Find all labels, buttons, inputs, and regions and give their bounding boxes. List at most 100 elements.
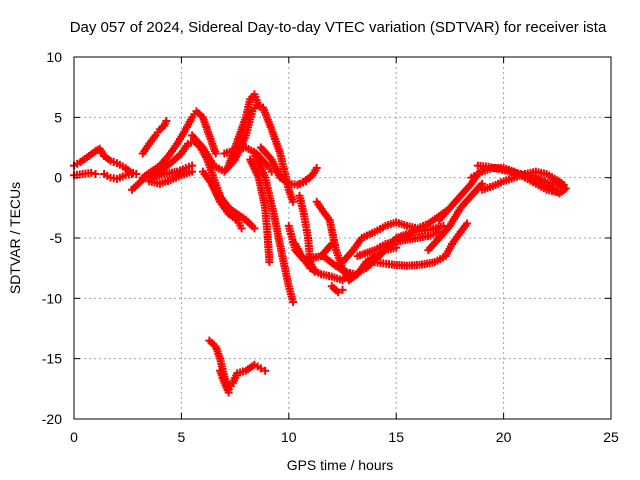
data-point-trail <box>140 169 154 181</box>
data-point-trail <box>200 170 214 186</box>
data-point-trail <box>194 109 205 120</box>
y-tick-label: -10 <box>42 290 62 306</box>
data-point-trail <box>233 144 248 154</box>
data-point <box>463 219 472 228</box>
data-point-trail <box>299 254 313 270</box>
data-point <box>211 149 220 158</box>
data-point-trail <box>292 242 305 258</box>
data-point <box>312 164 321 173</box>
data-point <box>250 224 259 233</box>
data-point-trail <box>309 166 320 177</box>
data-point-trail <box>394 219 409 230</box>
data-point-trail <box>169 172 183 183</box>
data-point-trail <box>158 160 173 174</box>
data-point-trail <box>470 169 484 181</box>
data-point-trail <box>480 183 495 193</box>
data-point-trail <box>330 273 344 284</box>
x-tick-label: 15 <box>388 429 404 445</box>
data-point-trail <box>87 148 98 159</box>
data-point-trail <box>405 222 419 232</box>
data-point-trail <box>491 164 505 173</box>
data-point <box>561 184 570 193</box>
tick-labels: 0 5 10 15 20 25 10 5 0 -5 -10 -15 -20 <box>42 49 619 445</box>
data-point <box>224 388 233 397</box>
data-point <box>91 170 100 179</box>
data-point-trail <box>244 145 258 157</box>
data-point <box>265 258 274 267</box>
plot-frame <box>73 56 612 420</box>
data-point-trail <box>300 212 312 240</box>
data-point-trail <box>263 230 274 264</box>
data-point-trail <box>373 241 387 253</box>
data-point-trail <box>179 142 191 156</box>
data-point-trail <box>480 164 495 175</box>
data-point-trail <box>182 115 195 131</box>
data-point <box>338 285 347 294</box>
data-point-trail <box>329 284 341 295</box>
data-point-trail <box>230 371 241 385</box>
data-point-trail <box>157 153 171 168</box>
data-point-trail <box>251 93 262 107</box>
y-tick-label: 10 <box>46 49 62 65</box>
x-tick-label: 10 <box>281 429 297 445</box>
data-points <box>70 90 570 397</box>
data-point-trail <box>278 254 293 288</box>
data-point-trail <box>360 229 377 241</box>
data-point-trail <box>168 151 184 166</box>
data-point-trail <box>78 153 91 165</box>
data-point-trail <box>296 194 308 216</box>
chart-title: Day 057 of 2024, Sidereal Day-to-day VTE… <box>70 19 607 36</box>
data-point-trail <box>140 142 152 156</box>
data-point-trail <box>476 161 490 171</box>
data-point-trail <box>285 284 297 304</box>
data-point-trail <box>208 181 223 204</box>
data-point-trail <box>102 153 113 164</box>
data-point-trail <box>319 270 334 281</box>
data-point-trail <box>449 230 463 246</box>
y-tick-label: -15 <box>42 351 62 367</box>
data-point-trail <box>442 242 455 258</box>
data-point-trail <box>458 221 470 234</box>
x-tick-label: 25 <box>603 429 619 445</box>
data-point-trail <box>544 181 555 192</box>
y-tick-label: 0 <box>54 170 62 186</box>
data-point-trail <box>436 205 453 222</box>
data-point-trail <box>340 248 356 265</box>
x-tick-label: 5 <box>178 429 186 445</box>
data-point-trail <box>217 200 231 216</box>
data-point-trail <box>534 175 548 187</box>
data-point-trail <box>146 133 159 146</box>
data-point-trail <box>255 176 269 210</box>
data-point-trail <box>212 163 226 175</box>
data-point <box>289 297 298 306</box>
x-tick-label: 20 <box>496 429 512 445</box>
data-point-trail <box>534 168 548 178</box>
data-point-trail <box>261 176 278 216</box>
data-point <box>87 168 96 177</box>
data-point-trail <box>174 127 189 146</box>
data-point-trail <box>343 268 357 278</box>
data-point-trail <box>287 180 299 189</box>
data-point <box>289 197 298 206</box>
data-point-trail <box>447 193 463 210</box>
data-point-trail <box>373 223 387 235</box>
data-point-trail <box>147 177 162 188</box>
data-point-trail <box>555 177 566 188</box>
data-point-trail <box>326 218 340 252</box>
data-point-trail <box>234 218 245 230</box>
data-point-trail <box>502 174 516 185</box>
data-point <box>261 366 270 375</box>
data-point-trail <box>175 165 187 175</box>
data-point-trail <box>207 338 218 349</box>
data-point-trail <box>158 176 172 187</box>
data-point-trail <box>72 170 84 179</box>
data-point-trail <box>235 211 248 223</box>
data-point-trail <box>534 181 548 193</box>
data-point-trail <box>545 171 559 183</box>
data-point-trail <box>314 200 326 214</box>
data-point-trail <box>523 175 538 187</box>
data-point <box>188 167 197 176</box>
data-point-trail <box>447 206 464 228</box>
data-point-trail <box>226 211 240 223</box>
